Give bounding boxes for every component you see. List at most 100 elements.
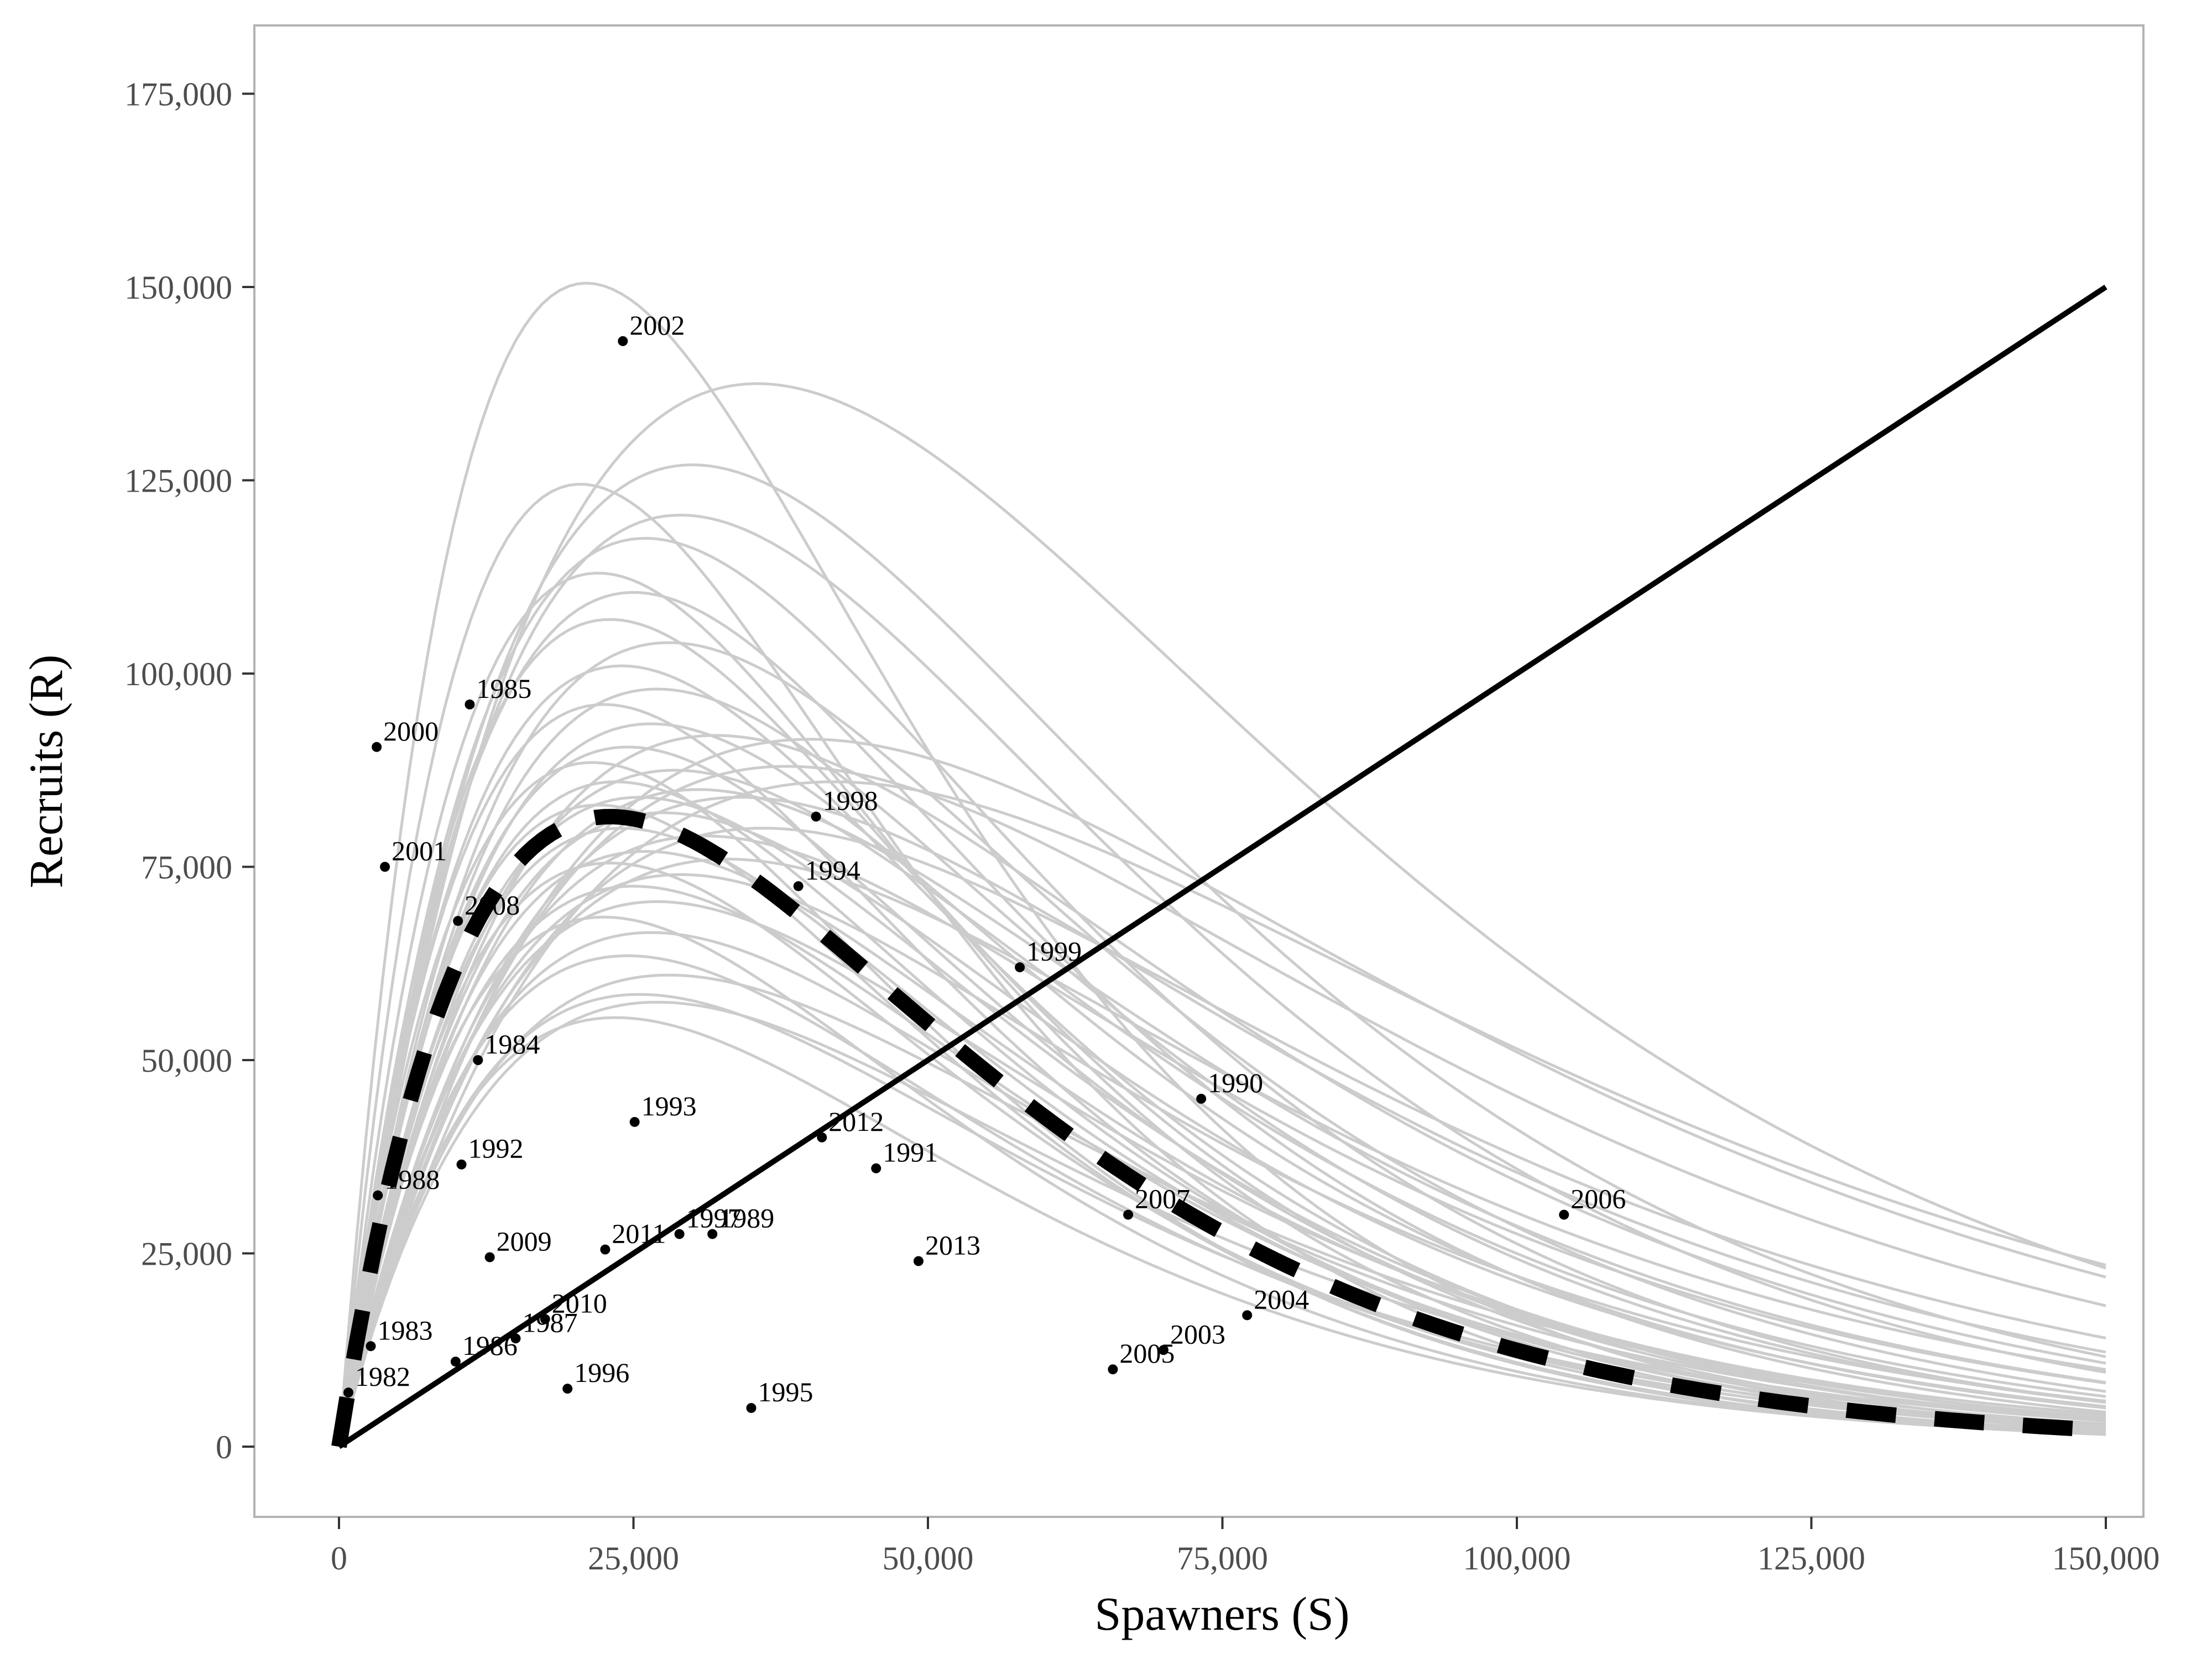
posterior-curve	[337, 483, 2106, 1447]
posterior-curve	[337, 703, 2106, 1447]
point-label-2001: 2001	[392, 836, 447, 867]
posterior-curve	[337, 827, 2106, 1447]
point-label-1996: 1996	[574, 1357, 629, 1388]
point-label-1988: 1988	[384, 1164, 440, 1195]
y-tick-label: 150,000	[124, 269, 232, 306]
posterior-curve	[337, 1000, 2106, 1447]
point-1982	[343, 1387, 354, 1398]
median-curve-group	[331, 808, 2106, 1448]
posterior-curve	[337, 687, 2106, 1447]
posterior-curve	[337, 931, 2106, 1447]
point-1984	[473, 1055, 483, 1065]
point-2002	[618, 336, 628, 346]
posterior-curve	[337, 738, 2106, 1447]
point-label-1999: 1999	[1026, 936, 1082, 967]
point-label-1990: 1990	[1208, 1067, 1263, 1098]
x-tick-label: 150,000	[2052, 1540, 2160, 1577]
point-1995	[746, 1403, 757, 1413]
point-label-2013: 2013	[925, 1229, 980, 1260]
point-label-2006: 2006	[1571, 1183, 1626, 1214]
point-1987	[510, 1333, 521, 1344]
posterior-curve	[337, 834, 2106, 1447]
posterior-curve	[337, 382, 2106, 1447]
point-label-2004: 2004	[1254, 1284, 1309, 1314]
point-label-1982: 1982	[355, 1361, 410, 1392]
point-label-2011: 2011	[612, 1218, 666, 1249]
point-label-1994: 1994	[805, 854, 860, 885]
point-label-1992: 1992	[468, 1133, 524, 1164]
point-label-1989: 1989	[719, 1203, 774, 1234]
y-tick-label: 50,000	[141, 1042, 232, 1079]
y-axis: 0 25,000 50,000 75,000 100,000 125,000 150,000…	[124, 76, 254, 1465]
point-2000	[372, 742, 382, 752]
y-axis-title: Recruits (R)	[19, 655, 72, 889]
posterior-curve	[337, 788, 2106, 1447]
posterior-curve	[337, 884, 2106, 1447]
point-label-2012: 2012	[828, 1106, 884, 1137]
point-1994	[793, 881, 804, 891]
point-label-1991: 1991	[883, 1137, 938, 1168]
y-tick-label: 100,000	[124, 656, 232, 692]
point-2001	[380, 862, 390, 872]
point-label-1986: 1986	[462, 1330, 518, 1361]
posterior-curves	[337, 281, 2106, 1447]
panel-border	[253, 24, 2145, 1518]
point-label-2008: 2008	[465, 889, 520, 920]
x-tick-label: 75,000	[1177, 1540, 1268, 1577]
x-tick-label: 25,000	[588, 1540, 679, 1577]
x-tick-label: 50,000	[883, 1540, 974, 1577]
x-axis-title: Spawners (S)	[1095, 1587, 1350, 1640]
point-1989	[707, 1229, 718, 1239]
point-1990	[1196, 1093, 1207, 1104]
point-label-2007: 2007	[1135, 1183, 1190, 1214]
replacement-line-group	[337, 284, 2107, 1449]
point-label-1987: 1987	[523, 1307, 578, 1338]
posterior-curve	[337, 780, 2106, 1447]
point-1983	[366, 1341, 376, 1352]
posterior-curve	[337, 827, 2106, 1447]
point-2003	[1159, 1345, 1168, 1355]
point-1996	[562, 1384, 573, 1394]
point-2011	[600, 1244, 611, 1255]
point-label-2002: 2002	[629, 310, 685, 341]
replacement-line	[337, 284, 2107, 1449]
point-label-2000: 2000	[383, 716, 439, 747]
x-axis: 0 25,000 50,000 75,000 100,000 125,000 150,000	[331, 1517, 2160, 1577]
point-label-1985: 1985	[476, 673, 531, 704]
y-tick-label: 175,000	[124, 76, 232, 113]
y-tick-label: 125,000	[124, 463, 232, 499]
point-2007	[1123, 1209, 1134, 1220]
point-label-2010: 2010	[552, 1287, 607, 1318]
point-label-1997: 1997	[686, 1203, 742, 1234]
point-label-1998: 1998	[823, 785, 878, 816]
posterior-curve	[337, 973, 2106, 1447]
posterior-curve	[337, 664, 2106, 1447]
posterior-curve	[337, 769, 2106, 1447]
posterior-curve	[337, 463, 2106, 1447]
y-tick-label: 75,000	[141, 849, 232, 886]
x-tick-label: 100,000	[1463, 1540, 1571, 1577]
posterior-curve	[337, 641, 2106, 1447]
point-label-2003: 2003	[1170, 1318, 1225, 1349]
point-label-2009: 2009	[497, 1225, 552, 1256]
point-1998	[811, 811, 821, 822]
point-1993	[629, 1117, 640, 1127]
posterior-curve	[337, 1016, 2106, 1447]
y-tick-label: 0	[216, 1429, 232, 1465]
posterior-curve	[337, 804, 2106, 1447]
point-label-1984: 1984	[484, 1029, 540, 1060]
point-label-1993: 1993	[641, 1091, 697, 1121]
point-label-2005: 2005	[1119, 1338, 1175, 1369]
point-2009	[484, 1252, 495, 1262]
point-1991	[871, 1163, 881, 1173]
point-1997	[674, 1229, 685, 1239]
point-2004	[1242, 1310, 1253, 1321]
posterior-curve	[337, 857, 2106, 1447]
point-2013	[913, 1256, 924, 1266]
point-1992	[456, 1159, 467, 1170]
posterior-curve	[337, 993, 2106, 1447]
x-tick-label: 0	[331, 1540, 347, 1577]
